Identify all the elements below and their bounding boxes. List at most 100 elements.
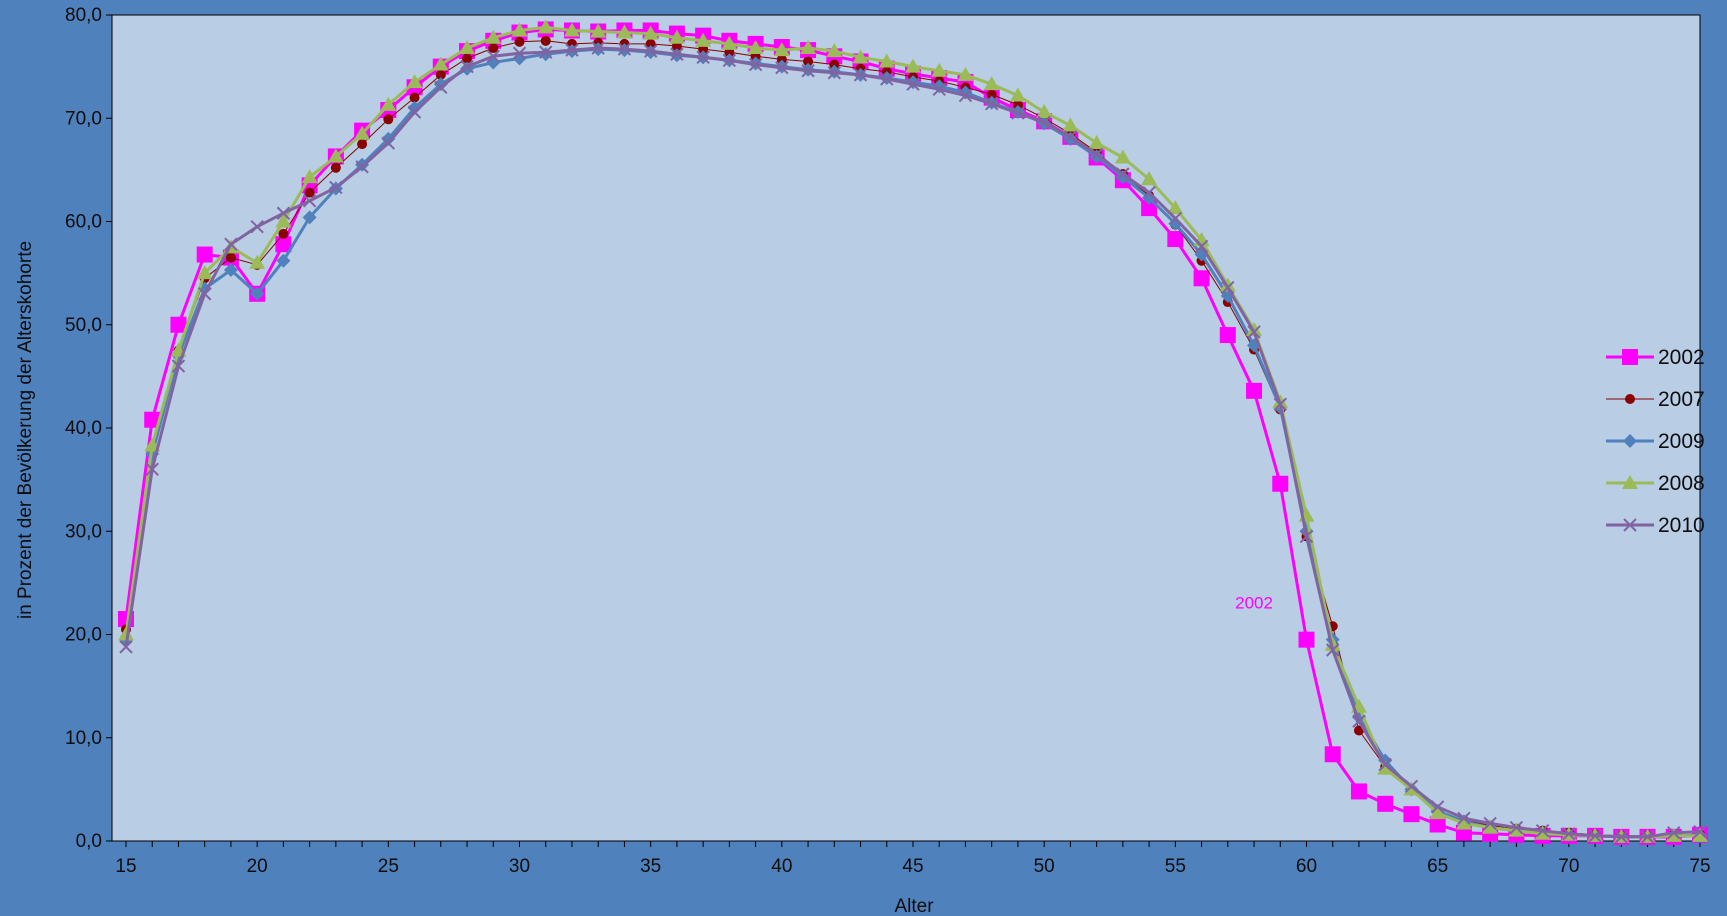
legend-item-2009: 2009 xyxy=(1606,430,1705,453)
data-point-2002 xyxy=(1141,200,1158,217)
x-tick-label: 45 xyxy=(902,856,923,877)
data-point-2007 xyxy=(645,38,656,49)
data-point-2007 xyxy=(304,187,315,198)
data-point-2007 xyxy=(462,53,473,64)
data-point-2007 xyxy=(1012,99,1023,110)
data-point-2008 xyxy=(327,148,344,163)
data-point-2002 xyxy=(1429,816,1446,833)
plot-area xyxy=(111,14,1701,842)
data-point-2010 xyxy=(1457,811,1471,825)
data-point-2008 xyxy=(773,42,790,57)
data-point-2008 xyxy=(1455,815,1472,830)
x-tick-label: 65 xyxy=(1427,856,1448,877)
data-point-2010 xyxy=(853,68,868,82)
data-point-2010 xyxy=(460,59,474,74)
data-point-2010 xyxy=(1588,829,1602,843)
x-tick-label: 35 xyxy=(640,856,661,877)
legend-label: 2007 xyxy=(1658,388,1705,411)
data-point-2008 xyxy=(537,19,554,34)
data-point-2008 xyxy=(301,169,318,184)
data-point-2010 xyxy=(171,359,186,373)
data-point-2010 xyxy=(1089,147,1104,162)
data-point-2008 xyxy=(1403,781,1420,796)
data-point-2008 xyxy=(563,22,580,37)
x-axis: 15 20 25 30 35 40 45 50 55 60 65 70 75 xyxy=(115,841,1711,877)
x-tick-label: 75 xyxy=(1689,856,1710,877)
y-tick-label: 40,0 xyxy=(65,418,102,439)
legend-marker xyxy=(1623,434,1637,448)
data-point-2008 xyxy=(1167,200,1184,215)
data-point-2002 xyxy=(144,411,161,428)
data-point-2010 xyxy=(1063,130,1078,144)
data-point-2002 xyxy=(170,316,187,333)
data-point-2010 xyxy=(1693,825,1707,839)
y-tick-label: 0,0 xyxy=(76,831,102,852)
data-point-2009 xyxy=(223,263,238,278)
data-point-2008 xyxy=(1482,819,1499,834)
data-point-2010 xyxy=(407,105,422,119)
data-point-2008 xyxy=(747,40,764,55)
data-point-2009 xyxy=(302,210,317,225)
data-point-2009 xyxy=(433,77,448,92)
y-tick-label: 20,0 xyxy=(65,625,102,646)
data-point-2002 xyxy=(1350,783,1367,800)
data-point-2009 xyxy=(1115,170,1130,185)
data-point-2008 xyxy=(432,56,449,71)
data-point-2008 xyxy=(1141,171,1158,186)
data-point-2010 xyxy=(1326,643,1340,657)
data-point-2010 xyxy=(1247,325,1261,339)
data-point-2007 xyxy=(488,43,499,54)
data-point-2010 xyxy=(381,136,396,150)
data-point-2008 xyxy=(852,49,869,64)
data-point-2008 xyxy=(354,125,371,140)
legend-item-2008: 2008 xyxy=(1606,472,1705,495)
data-point-2007 xyxy=(225,252,236,263)
data-point-2008 xyxy=(1219,277,1236,292)
data-point-2010 xyxy=(1299,529,1314,544)
data-point-2010 xyxy=(1483,816,1497,831)
data-point-2010 xyxy=(617,42,632,56)
data-point-2010 xyxy=(276,206,291,220)
data-point-2010 xyxy=(539,45,553,59)
data-point-2002 xyxy=(196,246,213,263)
data-point-2007 xyxy=(776,54,787,65)
legend-item-2010: 2010 xyxy=(1606,514,1705,537)
data-point-2008 xyxy=(668,29,685,44)
data-point-2008 xyxy=(957,66,974,81)
data-point-2010 xyxy=(643,44,658,58)
data-point-2010 xyxy=(1509,820,1524,835)
data-point-2010 xyxy=(1614,830,1629,844)
legend-label: 2008 xyxy=(1658,472,1705,495)
data-point-2008 xyxy=(1114,149,1131,164)
series-2010 xyxy=(119,41,1707,844)
data-point-2007 xyxy=(330,162,341,173)
legend-marker xyxy=(1623,518,1637,532)
data-point-2008 xyxy=(249,254,266,269)
data-point-2008 xyxy=(1009,87,1026,102)
legend-label: 2010 xyxy=(1658,514,1705,537)
data-point-2010 xyxy=(906,77,920,91)
data-point-2010 xyxy=(722,53,737,68)
data-point-2002 xyxy=(1193,270,1210,287)
data-point-2007 xyxy=(803,56,814,67)
data-point-2010 xyxy=(1562,827,1576,841)
data-point-2008 xyxy=(931,62,948,77)
data-point-2010 xyxy=(880,72,894,86)
data-point-2009 xyxy=(407,100,422,115)
data-point-2008 xyxy=(983,76,1000,91)
data-point-2008 xyxy=(1508,822,1525,837)
data-point-2008 xyxy=(1692,827,1708,842)
data-point-2010 xyxy=(486,49,500,64)
data-point-2010 xyxy=(1037,115,1051,130)
x-tick-label: 60 xyxy=(1296,856,1317,877)
data-point-2007 xyxy=(409,92,420,103)
data-point-2010 xyxy=(355,160,369,174)
data-point-2010 xyxy=(932,82,946,97)
series-layer xyxy=(118,19,1708,845)
data-point-2008 xyxy=(721,35,738,50)
data-point-2010 xyxy=(565,43,579,57)
data-point-2002 xyxy=(1403,806,1420,823)
data-point-2008 xyxy=(590,23,607,38)
